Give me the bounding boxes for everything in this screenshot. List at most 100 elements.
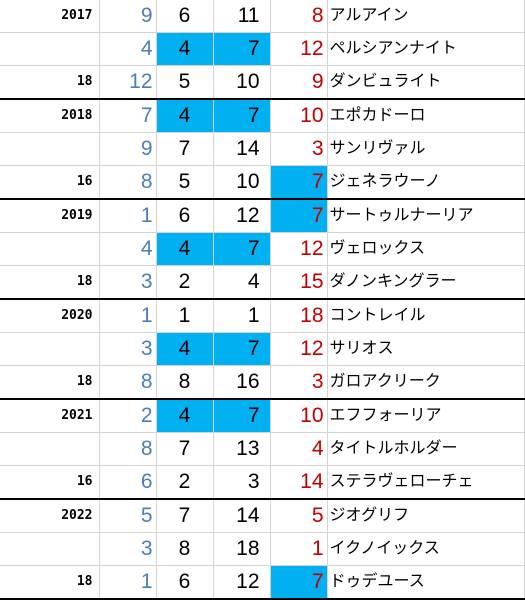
horse-name-cell[interactable]: ドゥデユース bbox=[327, 565, 525, 600]
finish-cell[interactable]: 12 bbox=[270, 332, 328, 366]
gate-cell[interactable]: 6 bbox=[156, 199, 214, 233]
horse-number-cell[interactable]: 4 bbox=[213, 265, 271, 300]
finish-cell[interactable]: 14 bbox=[270, 465, 328, 500]
horse-number-cell[interactable]: 14 bbox=[213, 132, 271, 166]
gate-cell[interactable]: 4 bbox=[156, 99, 214, 133]
horse-name-cell[interactable]: アルアイン bbox=[327, 0, 525, 33]
gate-cell[interactable]: 1 bbox=[156, 299, 214, 333]
horse-number-cell[interactable]: 16 bbox=[213, 365, 271, 400]
empty-cell[interactable] bbox=[0, 132, 100, 166]
horse-number-cell[interactable]: 7 bbox=[213, 99, 271, 133]
popularity-cell[interactable]: 12 bbox=[99, 65, 157, 100]
horse-number-cell[interactable]: 10 bbox=[213, 65, 271, 100]
popularity-cell[interactable]: 5 bbox=[99, 499, 157, 533]
popularity-cell[interactable]: 4 bbox=[99, 32, 157, 66]
horse-name-cell[interactable]: サートゥルナーリア bbox=[327, 199, 525, 233]
horse-name-cell[interactable]: ダノンキングラー bbox=[327, 265, 525, 300]
gate-cell[interactable]: 7 bbox=[156, 132, 214, 166]
horse-number-cell[interactable]: 7 bbox=[213, 232, 271, 266]
gate-cell[interactable]: 6 bbox=[156, 565, 214, 600]
field-size-cell[interactable]: 16 bbox=[0, 165, 100, 200]
horse-name-cell[interactable]: ダンビュライト bbox=[327, 65, 525, 100]
gate-cell[interactable]: 5 bbox=[156, 65, 214, 100]
horse-number-cell[interactable]: 3 bbox=[213, 465, 271, 500]
horse-number-cell[interactable]: 11 bbox=[213, 0, 271, 33]
horse-name-cell[interactable]: ジェネラウーノ bbox=[327, 165, 525, 200]
gate-cell[interactable]: 7 bbox=[156, 499, 214, 533]
horse-number-cell[interactable]: 7 bbox=[213, 332, 271, 366]
gate-cell[interactable]: 2 bbox=[156, 265, 214, 300]
popularity-cell[interactable]: 4 bbox=[99, 232, 157, 266]
field-size-cell[interactable]: 18 bbox=[0, 565, 100, 600]
horse-name-cell[interactable]: サリオス bbox=[327, 332, 525, 366]
horse-name-cell[interactable]: ガロアクリーク bbox=[327, 365, 525, 400]
year-cell[interactable]: 2017 bbox=[0, 0, 100, 33]
finish-cell[interactable]: 3 bbox=[270, 365, 328, 400]
popularity-cell[interactable]: 3 bbox=[99, 532, 157, 566]
year-cell[interactable]: 2018 bbox=[0, 99, 100, 133]
gate-cell[interactable]: 6 bbox=[156, 0, 214, 33]
popularity-cell[interactable]: 8 bbox=[99, 365, 157, 400]
finish-cell[interactable]: 4 bbox=[270, 432, 328, 466]
finish-cell[interactable]: 12 bbox=[270, 32, 328, 66]
horse-number-cell[interactable]: 12 bbox=[213, 565, 271, 600]
field-size-cell[interactable]: 18 bbox=[0, 365, 100, 400]
field-size-cell[interactable]: 18 bbox=[0, 265, 100, 300]
popularity-cell[interactable]: 8 bbox=[99, 432, 157, 466]
finish-cell[interactable]: 7 bbox=[270, 165, 328, 200]
horse-name-cell[interactable]: エフフォーリア bbox=[327, 399, 525, 433]
gate-cell[interactable]: 4 bbox=[156, 332, 214, 366]
popularity-cell[interactable]: 9 bbox=[99, 0, 157, 33]
horse-name-cell[interactable]: ジオグリフ bbox=[327, 499, 525, 533]
finish-cell[interactable]: 9 bbox=[270, 65, 328, 100]
horse-number-cell[interactable]: 10 bbox=[213, 165, 271, 200]
year-cell[interactable]: 2022 bbox=[0, 499, 100, 533]
finish-cell[interactable]: 5 bbox=[270, 499, 328, 533]
field-size-cell[interactable]: 18 bbox=[0, 65, 100, 100]
finish-cell[interactable]: 10 bbox=[270, 99, 328, 133]
empty-cell[interactable] bbox=[0, 232, 100, 266]
horse-name-cell[interactable]: ステラヴェローチェ bbox=[327, 465, 525, 500]
horse-name-cell[interactable]: エポカドーロ bbox=[327, 99, 525, 133]
horse-number-cell[interactable]: 12 bbox=[213, 199, 271, 233]
horse-name-cell[interactable]: サンリヴァル bbox=[327, 132, 525, 166]
popularity-cell[interactable]: 1 bbox=[99, 299, 157, 333]
horse-name-cell[interactable]: コントレイル bbox=[327, 299, 525, 333]
finish-cell[interactable]: 7 bbox=[270, 199, 328, 233]
horse-number-cell[interactable]: 14 bbox=[213, 499, 271, 533]
popularity-cell[interactable]: 7 bbox=[99, 99, 157, 133]
year-cell[interactable]: 2019 bbox=[0, 199, 100, 233]
empty-cell[interactable] bbox=[0, 32, 100, 66]
horse-number-cell[interactable]: 13 bbox=[213, 432, 271, 466]
empty-cell[interactable] bbox=[0, 532, 100, 566]
popularity-cell[interactable]: 8 bbox=[99, 165, 157, 200]
popularity-cell[interactable]: 2 bbox=[99, 399, 157, 433]
finish-cell[interactable]: 3 bbox=[270, 132, 328, 166]
horse-name-cell[interactable]: イクノイックス bbox=[327, 532, 525, 566]
gate-cell[interactable]: 4 bbox=[156, 232, 214, 266]
finish-cell[interactable]: 12 bbox=[270, 232, 328, 266]
popularity-cell[interactable]: 1 bbox=[99, 565, 157, 600]
finish-cell[interactable]: 15 bbox=[270, 265, 328, 300]
finish-cell[interactable]: 7 bbox=[270, 565, 328, 600]
gate-cell[interactable]: 4 bbox=[156, 32, 214, 66]
horse-number-cell[interactable]: 7 bbox=[213, 32, 271, 66]
popularity-cell[interactable]: 3 bbox=[99, 332, 157, 366]
horse-name-cell[interactable]: ヴェロックス bbox=[327, 232, 525, 266]
popularity-cell[interactable]: 3 bbox=[99, 265, 157, 300]
gate-cell[interactable]: 4 bbox=[156, 399, 214, 433]
finish-cell[interactable]: 18 bbox=[270, 299, 328, 333]
popularity-cell[interactable]: 6 bbox=[99, 465, 157, 500]
gate-cell[interactable]: 5 bbox=[156, 165, 214, 200]
horse-number-cell[interactable]: 18 bbox=[213, 532, 271, 566]
year-cell[interactable]: 2020 bbox=[0, 299, 100, 333]
finish-cell[interactable]: 1 bbox=[270, 532, 328, 566]
horse-number-cell[interactable]: 1 bbox=[213, 299, 271, 333]
horse-number-cell[interactable]: 7 bbox=[213, 399, 271, 433]
year-cell[interactable]: 2021 bbox=[0, 399, 100, 433]
popularity-cell[interactable]: 9 bbox=[99, 132, 157, 166]
finish-cell[interactable]: 10 bbox=[270, 399, 328, 433]
gate-cell[interactable]: 2 bbox=[156, 465, 214, 500]
gate-cell[interactable]: 7 bbox=[156, 432, 214, 466]
horse-name-cell[interactable]: タイトルホルダー bbox=[327, 432, 525, 466]
